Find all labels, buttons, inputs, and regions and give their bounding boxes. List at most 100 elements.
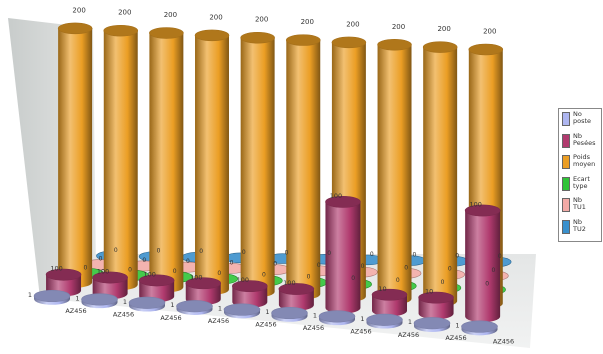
cyl-1-3	[185, 277, 222, 305]
zero-value-label: 0	[285, 250, 289, 257]
category-tick-label: AZ456	[208, 317, 229, 325]
cyl-1-8-body	[418, 297, 454, 320]
zero-value-label: 0	[230, 259, 234, 266]
cyl-2-5	[285, 34, 321, 300]
cyl-2-7	[377, 39, 412, 305]
cyl-1-5-body	[278, 289, 314, 311]
poids-value-label: 200	[164, 11, 177, 19]
poids-value-label: 200	[346, 20, 359, 28]
pesees-value-label: 100	[283, 279, 295, 287]
legend-label: Ecart type	[573, 175, 590, 190]
pesees-value-label: 100	[237, 276, 249, 284]
zero-value-label: 0	[413, 252, 417, 259]
cyl-0-2-top	[128, 296, 166, 309]
zero-value-label: 0	[173, 268, 177, 275]
pesees-value-label: 10	[425, 288, 433, 296]
category-tick-label: AZ456	[255, 321, 276, 329]
legend-swatch	[562, 155, 570, 169]
legend-label: Nb TU2	[573, 218, 586, 233]
legend-label: Nb Pesées	[573, 132, 596, 147]
category-tick-label: AZ456	[65, 307, 86, 315]
zero-value-label: 0	[351, 275, 355, 282]
category-tick-label: AZ456	[160, 314, 181, 322]
cyl-2-0-body	[58, 28, 93, 288]
legend-swatch	[562, 176, 570, 191]
zero-value-label: 0	[114, 247, 118, 254]
cyl-1-7-top	[371, 288, 408, 301]
cyl-0-1	[81, 293, 118, 309]
cyl-1-0-top	[45, 268, 82, 281]
zero-value-label: 0	[307, 273, 311, 280]
cyl-1-9	[464, 204, 501, 323]
zero-value-label: 0	[199, 248, 203, 255]
cyl-2-8-top	[422, 41, 458, 53]
cyl-0-1-top	[81, 293, 118, 306]
cyl-0-0-top	[33, 289, 71, 303]
cyl-2-6-top	[331, 36, 367, 49]
poids-value-label: 200	[255, 16, 268, 24]
legend-item: Ecart type	[562, 176, 601, 198]
cyl-1-5-top	[278, 283, 315, 295]
cyl-0-9	[461, 320, 498, 336]
cyl-0-5	[271, 306, 308, 322]
cyl-2-7-body	[377, 44, 412, 305]
cyl-0-3	[176, 300, 213, 315]
poids-value-label: 200	[72, 6, 85, 14]
zero-value-label: 0	[273, 261, 277, 268]
cyl-1-2-body	[139, 280, 175, 303]
cyl-2-2	[149, 27, 184, 293]
poids-value-label: 200	[209, 13, 222, 21]
legend-item: Nb TU1	[562, 197, 601, 219]
zero-value-label: 0	[485, 281, 489, 288]
cyl-1-2-top	[138, 274, 175, 287]
cyl-0-7	[366, 313, 403, 329]
pesees-value-label: 100	[143, 270, 155, 278]
legend-swatch	[562, 112, 570, 126]
poste-value-label: 1	[75, 294, 79, 302]
cyl-2-8-body	[423, 47, 458, 307]
cyl-2-8	[422, 41, 458, 307]
cyl-2-3-top	[194, 29, 230, 42]
legend-swatch	[562, 219, 570, 234]
poids-value-label: 200	[437, 25, 450, 33]
cyl-1-3-top	[185, 277, 222, 290]
cyl-2-1-top	[103, 24, 139, 37]
cyl-1-5	[278, 283, 315, 311]
cyl-2-5-top	[285, 34, 321, 46]
legend-item: Poids moyen	[562, 154, 601, 176]
cyl-2-4	[240, 31, 275, 298]
pesees-value-label: 100	[97, 268, 109, 276]
poids-value-label: 200	[301, 18, 314, 26]
pesees-value-label: 10	[378, 285, 386, 293]
legend-label: Poids moyen	[573, 154, 596, 168]
zero-value-label: 0	[317, 262, 321, 269]
cyl-2-3-body	[195, 35, 229, 295]
cyl-2-1	[103, 24, 139, 291]
cyl-1-6-body	[325, 201, 361, 314]
zero-value-label: 0	[142, 257, 146, 264]
cyl-0-7-top	[366, 313, 403, 326]
cyl-0-2	[128, 296, 166, 312]
cyl-2-4-top	[240, 31, 275, 44]
cyl-0-5-top	[271, 306, 308, 320]
cyl-1-6-top	[325, 196, 361, 208]
zero-value-label: 0	[498, 253, 502, 260]
cyl-0-4	[223, 303, 261, 319]
cyl-0-6-top	[318, 310, 356, 323]
cyl-2-2-body	[149, 33, 184, 293]
poste-value-label: 1	[170, 301, 174, 309]
poids-value-label: 200	[483, 27, 496, 35]
zero-value-label: 0	[242, 249, 246, 256]
cyl-2-3	[194, 29, 230, 295]
category-tick-label: AZ456	[398, 331, 419, 339]
cyl-0-9-top	[461, 320, 498, 333]
legend-label: Nb TU1	[573, 197, 586, 211]
poste-value-label: 1	[28, 291, 32, 299]
cyl-0-8	[413, 317, 451, 332]
poids-value-label: 200	[392, 23, 405, 31]
cyl-2-4-body	[240, 37, 275, 298]
cyl-0-4-top	[223, 303, 261, 316]
zero-value-label: 0	[83, 265, 87, 272]
